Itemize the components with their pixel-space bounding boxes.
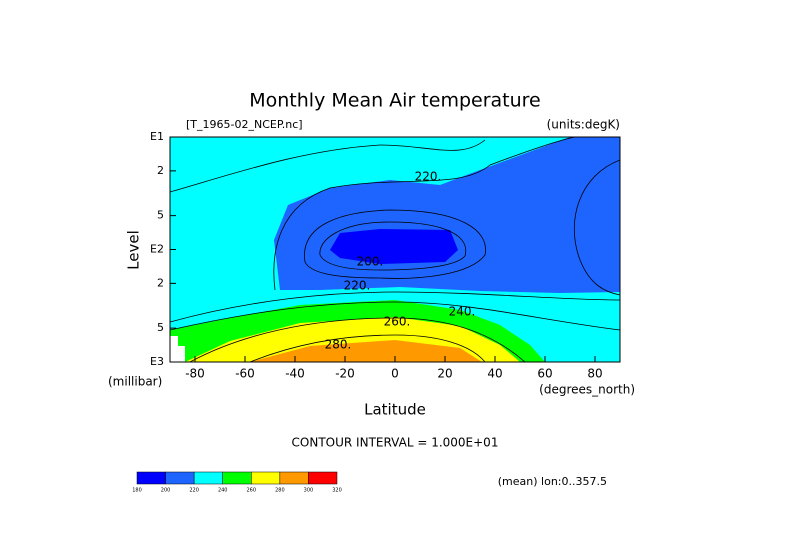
colorbar-label: 300 xyxy=(304,488,314,494)
x-tick-label: -20 xyxy=(335,367,355,381)
x-tick-label: -40 xyxy=(285,367,305,381)
mean-label: (mean) lon:0..357.5 xyxy=(498,475,607,488)
colorbar-box xyxy=(308,471,338,485)
chart-title: Monthly Mean Air temperature xyxy=(249,90,540,112)
contour-label: 200. xyxy=(357,255,384,269)
contour-label: 220. xyxy=(344,279,371,293)
x-tick-label: 60 xyxy=(537,367,552,381)
colorbar-box xyxy=(251,471,281,485)
colorbar-label: 240 xyxy=(218,488,228,494)
region xyxy=(330,229,458,264)
x-tick-label: -60 xyxy=(235,367,255,381)
x-tick-label: 0 xyxy=(391,367,399,381)
y-tick-label: E2 xyxy=(150,243,164,256)
y-tick-label: 2 xyxy=(157,276,164,289)
x-tick-label: 20 xyxy=(437,367,452,381)
x-units: (degrees_north) xyxy=(539,383,635,397)
units-label: (units:degK) xyxy=(547,118,620,132)
region xyxy=(250,340,482,362)
y-tick-label: E1 xyxy=(150,130,164,143)
colorbar-box xyxy=(222,471,252,485)
colorbar-label: 260 xyxy=(247,488,257,494)
contour-label: 240. xyxy=(449,305,476,319)
contour-interval: CONTOUR INTERVAL = 1.000E+01 xyxy=(292,436,499,450)
x-tick-label: 40 xyxy=(487,367,502,381)
colorbar-label: 320 xyxy=(332,488,342,494)
y-tick-label: E3 xyxy=(150,355,164,368)
colorbar-label: 200 xyxy=(161,488,171,494)
y-tick-label: 5 xyxy=(157,209,164,222)
colorbar-label: 280 xyxy=(275,488,285,494)
contour-line xyxy=(170,137,620,362)
y-tick-label: 5 xyxy=(157,321,164,334)
x-axis-label: Latitude xyxy=(364,401,426,419)
file-label: [T_1965-02_NCEP.nc] xyxy=(186,118,303,131)
y-axis-label: Level xyxy=(125,230,143,270)
contour-label: 260. xyxy=(384,315,411,329)
y-units: (millibar) xyxy=(108,375,162,389)
colorbar-label: 180 xyxy=(132,488,142,494)
x-tick-label: -80 xyxy=(185,367,205,381)
colorbar-box xyxy=(193,471,223,485)
blank-corner xyxy=(170,336,185,362)
colorbar-label: 220 xyxy=(189,488,199,494)
colorbar-box xyxy=(136,471,166,485)
x-tick-label: 80 xyxy=(587,367,602,381)
colorbar-box xyxy=(279,471,309,485)
colorbar-box xyxy=(165,471,195,485)
y-tick-label: 2 xyxy=(157,164,164,177)
contour-fill xyxy=(170,137,620,362)
contour-label: 280. xyxy=(325,338,352,352)
contour-label: 220. xyxy=(415,170,442,184)
